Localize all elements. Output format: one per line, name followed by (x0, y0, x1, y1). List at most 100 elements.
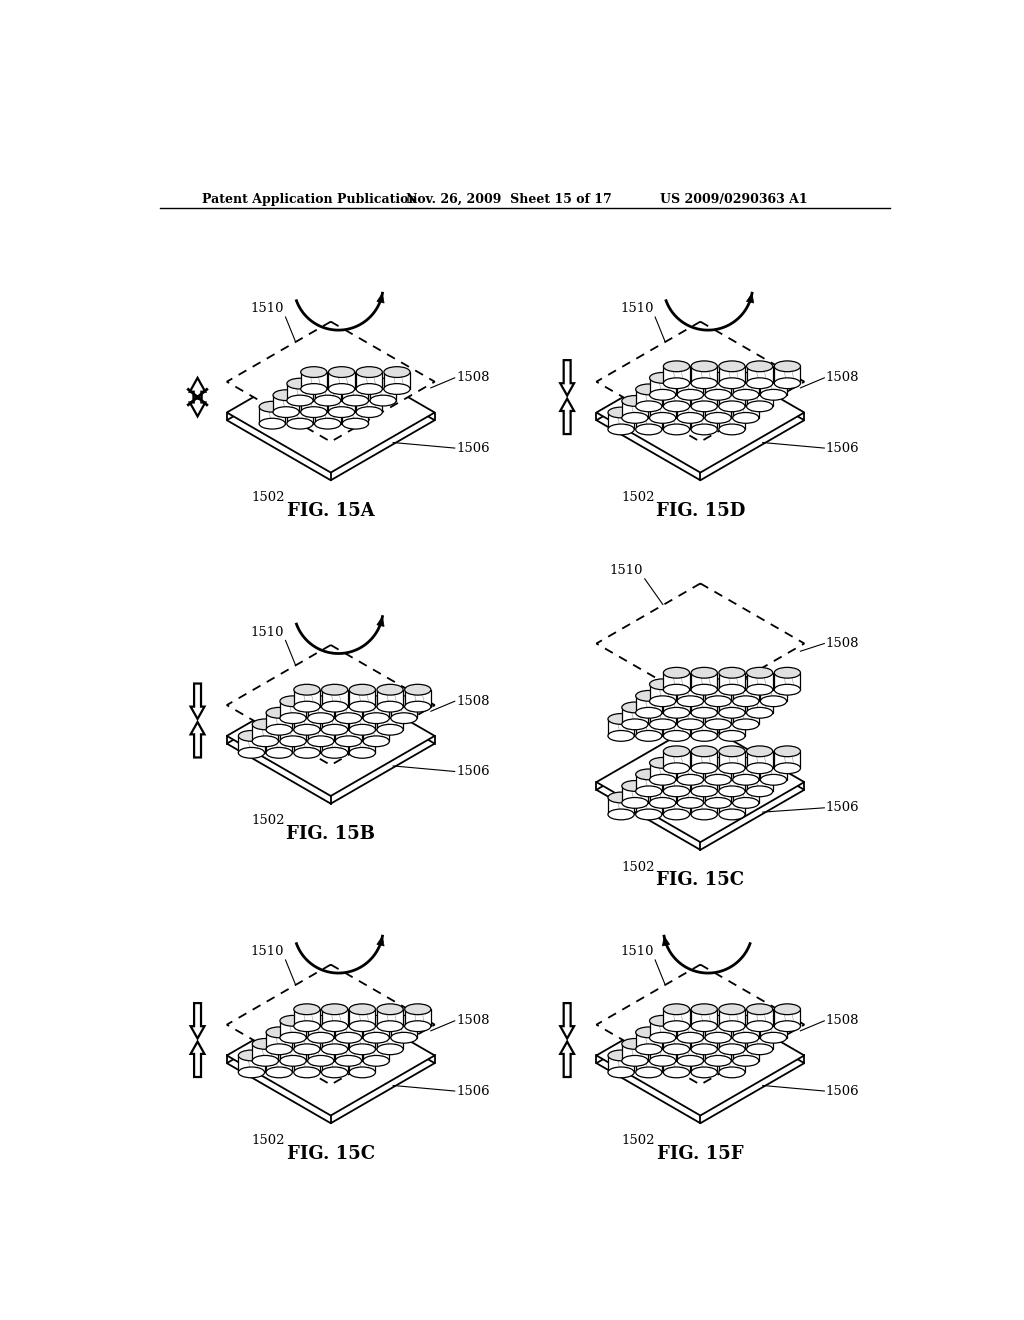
Polygon shape (649, 785, 676, 803)
Polygon shape (664, 751, 689, 768)
Text: 1506: 1506 (826, 442, 859, 454)
Ellipse shape (705, 719, 731, 730)
Ellipse shape (349, 1020, 376, 1032)
Ellipse shape (636, 401, 662, 412)
Ellipse shape (761, 775, 786, 785)
Polygon shape (636, 412, 662, 429)
Polygon shape (691, 719, 717, 737)
Polygon shape (691, 389, 717, 407)
Ellipse shape (705, 389, 731, 400)
Polygon shape (322, 689, 348, 706)
Ellipse shape (342, 418, 369, 429)
Polygon shape (691, 1010, 717, 1026)
Ellipse shape (761, 696, 786, 706)
Ellipse shape (307, 1056, 334, 1067)
Text: 1502: 1502 (622, 1134, 654, 1147)
Ellipse shape (636, 770, 662, 780)
Ellipse shape (691, 384, 717, 395)
Polygon shape (774, 1010, 801, 1026)
Polygon shape (664, 797, 689, 814)
Polygon shape (691, 673, 717, 689)
Polygon shape (190, 684, 205, 719)
Ellipse shape (705, 372, 731, 383)
Ellipse shape (677, 396, 703, 407)
Polygon shape (705, 708, 731, 725)
Ellipse shape (719, 714, 745, 725)
Ellipse shape (314, 401, 341, 412)
Polygon shape (733, 378, 759, 395)
Ellipse shape (307, 719, 334, 730)
Ellipse shape (664, 792, 689, 803)
Ellipse shape (719, 668, 745, 678)
Polygon shape (636, 696, 662, 713)
Ellipse shape (649, 413, 676, 424)
Polygon shape (705, 785, 731, 803)
Ellipse shape (404, 1020, 431, 1032)
Ellipse shape (664, 714, 689, 725)
Text: 1502: 1502 (622, 491, 654, 504)
Ellipse shape (273, 389, 299, 400)
Ellipse shape (746, 770, 773, 780)
Ellipse shape (364, 713, 389, 723)
Ellipse shape (239, 747, 264, 758)
Ellipse shape (705, 1056, 731, 1067)
Polygon shape (349, 1056, 376, 1072)
Polygon shape (226, 995, 435, 1115)
Ellipse shape (746, 746, 773, 756)
Ellipse shape (761, 1015, 786, 1026)
Polygon shape (691, 1056, 717, 1072)
Ellipse shape (301, 367, 327, 378)
Ellipse shape (733, 413, 759, 424)
Ellipse shape (677, 719, 703, 730)
Ellipse shape (649, 372, 676, 383)
Ellipse shape (377, 701, 403, 711)
Ellipse shape (746, 1003, 773, 1015)
Polygon shape (596, 965, 804, 1085)
Ellipse shape (377, 1044, 403, 1055)
Polygon shape (294, 689, 319, 706)
Text: 1508: 1508 (826, 1014, 859, 1027)
Ellipse shape (322, 1027, 348, 1038)
Polygon shape (226, 360, 435, 480)
Polygon shape (622, 1044, 648, 1061)
Ellipse shape (364, 1056, 389, 1067)
Polygon shape (636, 1032, 662, 1049)
Ellipse shape (746, 708, 773, 718)
Ellipse shape (329, 389, 354, 400)
Text: 1510: 1510 (251, 302, 284, 315)
Ellipse shape (307, 1039, 334, 1049)
Polygon shape (560, 399, 574, 434)
Ellipse shape (342, 401, 369, 412)
Ellipse shape (719, 378, 745, 388)
Polygon shape (636, 797, 662, 814)
Ellipse shape (349, 1051, 376, 1061)
Polygon shape (349, 689, 376, 706)
Polygon shape (719, 696, 745, 713)
Polygon shape (280, 701, 306, 718)
Ellipse shape (733, 702, 759, 713)
Polygon shape (649, 763, 676, 780)
Polygon shape (691, 797, 717, 814)
Polygon shape (377, 936, 384, 946)
Polygon shape (691, 751, 717, 768)
Ellipse shape (307, 1032, 334, 1043)
Polygon shape (280, 725, 306, 742)
Ellipse shape (266, 1044, 292, 1055)
Polygon shape (719, 367, 745, 383)
Polygon shape (733, 763, 759, 780)
Ellipse shape (329, 384, 354, 395)
Polygon shape (636, 1056, 662, 1072)
Polygon shape (664, 696, 689, 713)
Polygon shape (677, 1044, 703, 1061)
Text: Nov. 26, 2009  Sheet 15 of 17: Nov. 26, 2009 Sheet 15 of 17 (407, 193, 612, 206)
Ellipse shape (307, 737, 334, 747)
Polygon shape (622, 708, 648, 725)
Polygon shape (384, 372, 410, 389)
Ellipse shape (336, 1015, 361, 1026)
Ellipse shape (608, 730, 634, 742)
Polygon shape (356, 372, 382, 389)
Polygon shape (733, 708, 759, 725)
Ellipse shape (691, 690, 717, 701)
Ellipse shape (636, 1044, 662, 1055)
Ellipse shape (664, 1020, 689, 1032)
